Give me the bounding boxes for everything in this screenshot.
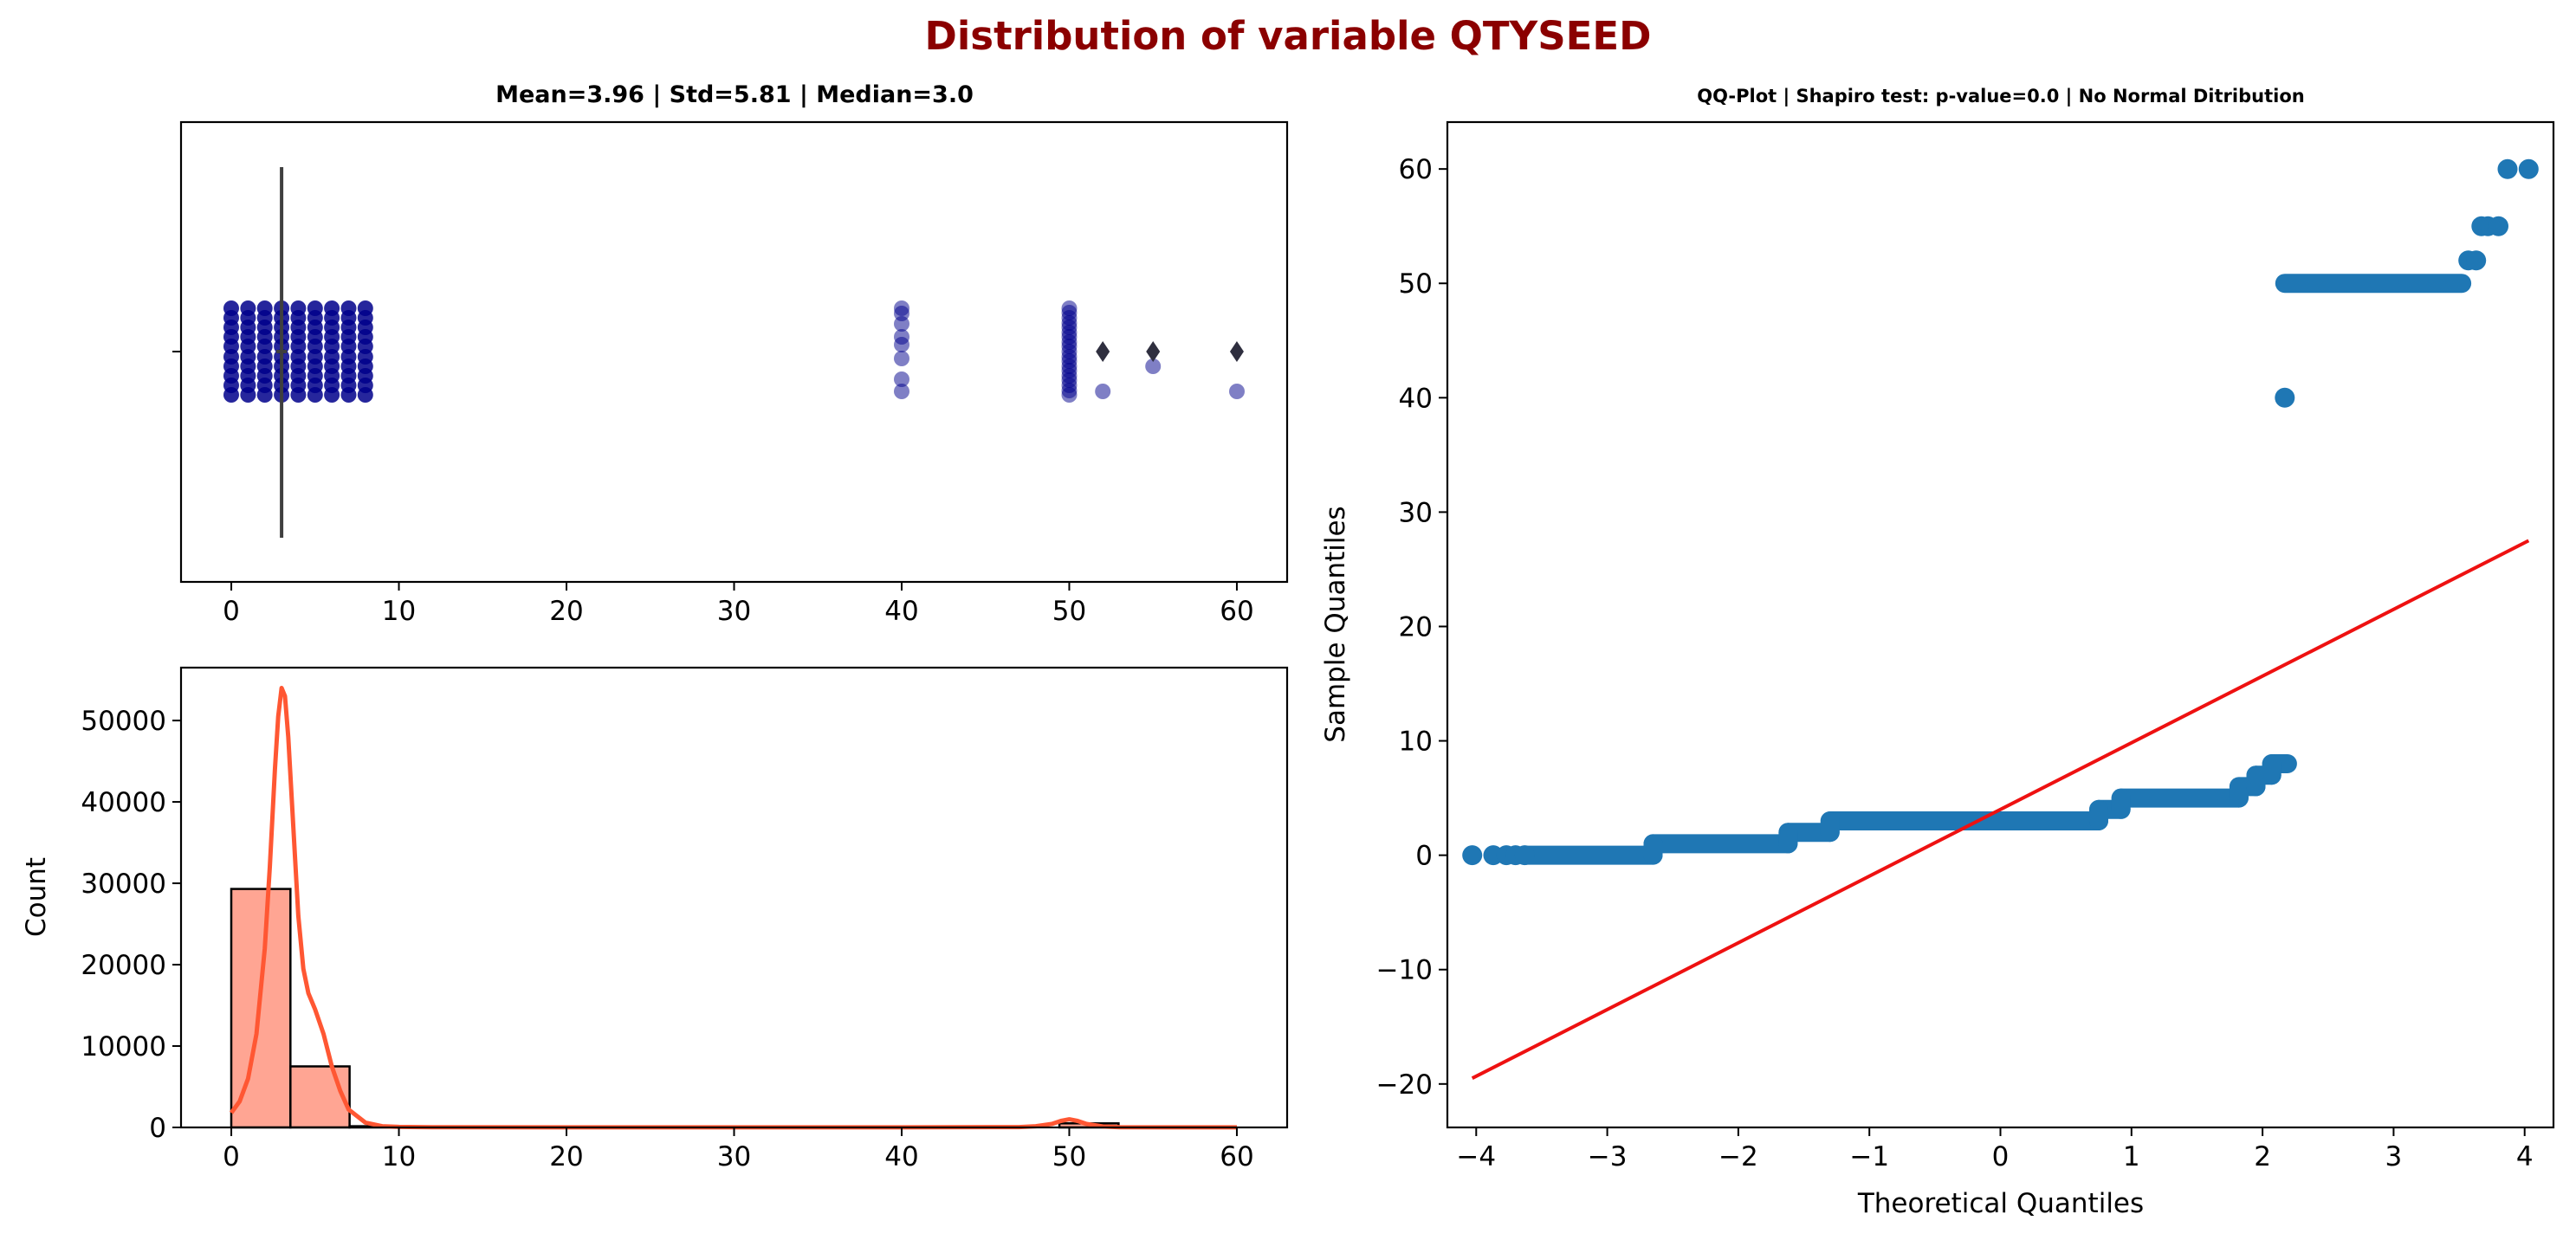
x-tick-label: 30 xyxy=(717,1141,751,1172)
qq-points xyxy=(1462,158,2539,866)
strip-point xyxy=(894,351,909,366)
qq-point xyxy=(1462,845,1483,866)
x-tick-label: 50 xyxy=(1052,1141,1086,1172)
x-tick-label: 0 xyxy=(1992,1141,2010,1172)
x-tick-label: 60 xyxy=(1220,1141,1253,1172)
y-tick-label: −20 xyxy=(1376,1069,1433,1101)
x-tick-label: 3 xyxy=(2385,1141,2403,1172)
x-tick-label: −4 xyxy=(1456,1141,1496,1172)
outlier-marker xyxy=(1146,341,1161,362)
strip-point xyxy=(894,337,909,352)
qq-point xyxy=(2518,158,2539,179)
x-tick-label: 10 xyxy=(382,1141,416,1172)
qq-point xyxy=(2497,158,2518,179)
qq-title: QQ-Plot | Shapiro test: p-value=0.0 | No… xyxy=(1697,86,2304,107)
y-tick-label: 50000 xyxy=(81,706,166,737)
strip-point xyxy=(340,387,357,403)
qq-panel: QQ-Plot | Shapiro test: p-value=0.0 | No… xyxy=(1320,86,2555,1219)
box-elements xyxy=(276,167,1244,538)
y-tick-label: 30 xyxy=(1399,497,1433,528)
strip-point xyxy=(1229,384,1245,399)
x-tick-label: 2 xyxy=(2254,1141,2271,1172)
strip-point xyxy=(894,316,909,332)
y-tick-label: 20000 xyxy=(81,950,166,981)
x-tick-label: 40 xyxy=(884,1141,918,1172)
strip-point xyxy=(223,387,239,403)
qq-y-axis: −20 −10 0 10 20 30 40 50 60 xyxy=(1376,154,1447,1101)
x-tick-label: 0 xyxy=(223,596,240,627)
boxplot-title: Mean=3.96 | Std=5.81 | Median=3.0 xyxy=(495,81,974,108)
kde-line xyxy=(229,686,1237,1130)
y-tick-label: 10000 xyxy=(81,1031,166,1062)
y-tick-label: 50 xyxy=(1399,268,1433,300)
histogram-bar xyxy=(289,1065,351,1129)
qq-reference-line xyxy=(1471,539,2530,1080)
histogram-ylabel: Count xyxy=(21,857,52,937)
y-tick-label: 40000 xyxy=(81,787,166,818)
histogram-bins xyxy=(230,888,1120,1129)
boxplot-x-axis: 0 10 20 30 40 50 60 xyxy=(223,582,1254,627)
x-tick-label: 30 xyxy=(717,596,751,627)
outlier-marker xyxy=(1229,341,1244,362)
y-tick-label: 20 xyxy=(1399,611,1433,643)
strip-point xyxy=(1061,383,1078,398)
x-tick-label: 60 xyxy=(1220,596,1253,627)
x-tick-label: 0 xyxy=(223,1141,240,1172)
y-tick-label: 10 xyxy=(1399,727,1433,758)
strip-point xyxy=(240,387,256,403)
x-tick-label: 40 xyxy=(884,596,918,627)
qq-point xyxy=(2275,387,2295,408)
x-tick-label: 20 xyxy=(549,1141,583,1172)
x-tick-label: −1 xyxy=(1849,1141,1889,1172)
strip-point xyxy=(307,387,323,403)
strip-point xyxy=(324,387,340,403)
strip-point xyxy=(1145,358,1162,374)
qq-point xyxy=(2489,216,2508,236)
qq-xlabel: Theoretical Quantiles xyxy=(1857,1188,2144,1219)
x-tick-label: 1 xyxy=(2123,1141,2140,1172)
strip-point xyxy=(256,387,273,403)
histogram-x-axis: 0 10 20 30 40 50 60 xyxy=(223,1127,1254,1172)
strip-point xyxy=(357,387,373,403)
x-tick-label: 50 xyxy=(1052,596,1086,627)
x-tick-label: −3 xyxy=(1588,1141,1628,1172)
qq-point xyxy=(2466,250,2487,271)
strip-point xyxy=(290,387,307,403)
boxplot-panel: Mean=3.96 | Std=5.81 | Median=3.0 0 10 20 3… xyxy=(172,81,1289,627)
qq-point xyxy=(1514,845,1535,866)
strip-point xyxy=(1095,384,1111,399)
qq-frame xyxy=(1446,120,2555,1129)
histogram-y-axis: 0 10000 20000 30000 40000 50000 xyxy=(81,706,181,1144)
y-tick-label: 0 xyxy=(149,1113,166,1144)
y-tick-label: 60 xyxy=(1399,154,1433,185)
y-tick-label: −10 xyxy=(1376,955,1433,986)
strip-point xyxy=(894,371,909,387)
y-tick-label: 30000 xyxy=(81,869,166,900)
y-tick-label: 0 xyxy=(1415,841,1433,872)
qq-ylabel: Sample Quantiles xyxy=(1320,506,1351,742)
y-tick-label: 40 xyxy=(1399,383,1433,414)
strip-points xyxy=(223,300,1245,403)
x-tick-label: 20 xyxy=(549,596,583,627)
x-tick-label: 10 xyxy=(382,596,416,627)
histogram-frame xyxy=(179,666,1289,1129)
outlier-marker xyxy=(1096,341,1110,362)
x-tick-label: −2 xyxy=(1718,1141,1758,1172)
strip-point xyxy=(894,384,909,399)
figure-title: Distribution of variable QTYSEED xyxy=(925,13,1652,59)
histogram-panel: 0 10 20 30 40 50 60 0 10000 20000 30000 40000 50000… xyxy=(21,666,1289,1172)
x-tick-label: 4 xyxy=(2516,1141,2534,1172)
qq-x-axis: −4 −3 −2 −1 0 1 2 3 4 xyxy=(1456,1127,2534,1172)
